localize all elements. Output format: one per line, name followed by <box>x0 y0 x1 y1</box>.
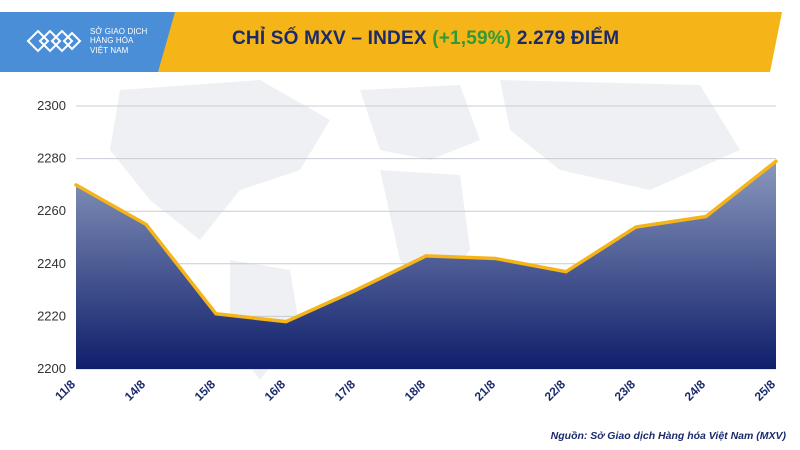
data-point <box>494 257 498 261</box>
title-change: (+1,59%) <box>432 28 512 49</box>
logo-line-1: SỞ GIAO DỊCH <box>90 26 148 36</box>
data-point <box>354 288 358 292</box>
title-prefix: CHỈ SỐ MXV – INDEX <box>232 28 427 49</box>
mxv-logo: SỞ GIAO DỊCH HÀNG HÓA VIỆT NAM <box>24 18 174 64</box>
x-tick-label: 21/8 <box>472 377 499 404</box>
plot-area <box>74 159 778 369</box>
x-tick-label: 18/8 <box>402 377 429 404</box>
x-tick-label: 23/8 <box>612 377 639 404</box>
y-tick-label: 2280 <box>37 151 66 166</box>
x-tick-label: 17/8 <box>332 377 359 404</box>
y-tick-label: 2260 <box>37 203 66 218</box>
x-axis: 11/8 14/8 15/8 16/8 17/8 18/8 21/8 22/8 23/8 24/8… <box>52 377 778 404</box>
data-point <box>284 320 288 324</box>
data-point <box>634 225 638 229</box>
header-band <box>0 12 782 72</box>
header-band-yellow <box>0 12 782 72</box>
y-tick-label: 2300 <box>37 98 66 113</box>
series-area <box>76 161 776 369</box>
logo-line-3: VIỆT NAM <box>90 45 129 55</box>
x-tick-label: 11/8 <box>52 377 78 403</box>
chart-title: CHỈ SỐ MXV – INDEX (+1,59%) 2.279 ĐIỂM <box>232 28 712 56</box>
logo-band-blue <box>0 12 175 72</box>
data-point <box>774 159 778 163</box>
x-tick-label: 25/8 <box>752 377 779 404</box>
x-tick-label: 16/8 <box>262 377 289 404</box>
title-suffix: 2.279 ĐIỂM <box>516 28 620 49</box>
data-point <box>74 183 78 187</box>
y-axis: 2200 2220 2240 2260 2280 2300 <box>37 98 66 376</box>
mxv-logo-icon <box>26 29 82 53</box>
y-tick-label: 2240 <box>37 256 66 271</box>
y-tick-label: 2220 <box>37 308 66 323</box>
data-point <box>564 270 568 274</box>
source-note: Nguồn: Sở Giao dịch Hàng hóa Việt Nam (M… <box>550 430 786 442</box>
y-tick-label: 2200 <box>37 361 66 376</box>
data-point <box>704 214 708 218</box>
x-tick-label: 22/8 <box>542 377 569 404</box>
logo-line-2: HÀNG HÓA <box>90 36 134 46</box>
x-tick-label: 14/8 <box>122 377 149 404</box>
logo-text: SỞ GIAO DỊCH HÀNG HÓA VIỆT NAM <box>90 27 147 56</box>
data-point <box>144 222 148 226</box>
data-point <box>424 254 428 258</box>
x-tick-label: 15/8 <box>192 377 219 404</box>
x-tick-label: 24/8 <box>682 377 709 404</box>
data-point <box>214 312 218 316</box>
